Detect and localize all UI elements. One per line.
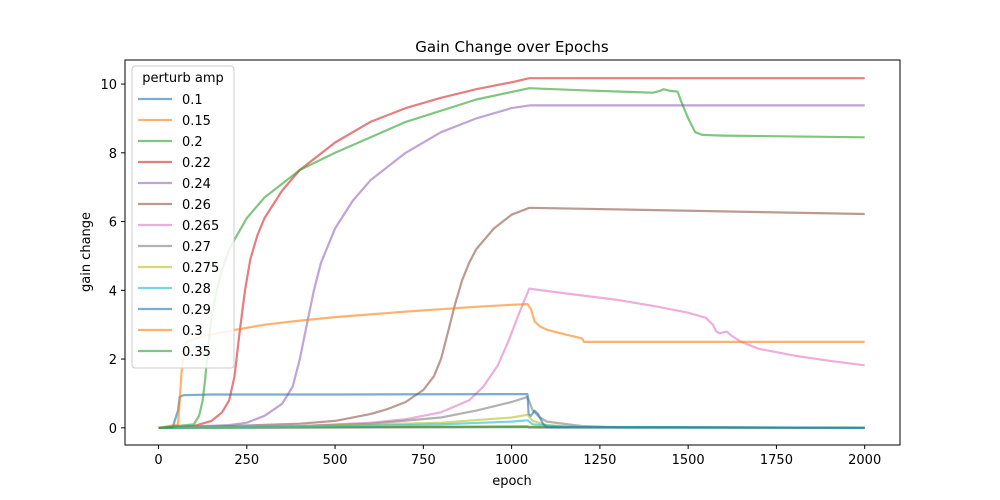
legend-label-11: 0.3 — [182, 324, 203, 339]
legend-title: perturb amp — [142, 71, 224, 86]
legend-label-8: 0.275 — [182, 261, 219, 276]
series-line-5 — [158, 206, 865, 429]
x-tick-label-0: 0 — [154, 453, 162, 468]
legend-label-1: 0.15 — [182, 114, 211, 129]
legend-label-12: 0.35 — [182, 345, 211, 360]
series-line-10 — [158, 393, 865, 429]
x-tick-label-2: 500 — [323, 453, 348, 468]
x-tick-label-4: 1000 — [495, 453, 528, 468]
legend-label-3: 0.22 — [182, 156, 211, 171]
series-line-3 — [158, 77, 865, 429]
y-tick-label-1: 2 — [109, 353, 117, 368]
legend: perturb amp 0.10.150.20.220.240.260.2650… — [131, 65, 235, 369]
legend-label-10: 0.29 — [182, 303, 211, 318]
legend-label-7: 0.27 — [182, 240, 211, 255]
legend-label-5: 0.26 — [182, 198, 211, 213]
x-axis: 0 250 500 750 1000 1250 1500 1750 2000 — [154, 445, 881, 468]
legend-items: 0.1 0.15 0.2 0.22 0.24 0.26 0.265 0.27 0.275 0.28… — [138, 93, 219, 360]
legend-label-6: 0.265 — [182, 219, 219, 234]
legend-label-0: 0.1 — [182, 93, 203, 108]
legend-label-9: 0.28 — [182, 282, 211, 297]
plot-frame — [124, 59, 901, 446]
legend-label-4: 0.24 — [182, 177, 211, 192]
series-line-7 — [158, 395, 865, 429]
y-tick-label-0: 0 — [109, 422, 117, 437]
y-axis: 0 2 4 6 8 10 — [100, 78, 125, 437]
y-tick-label-4: 8 — [109, 147, 117, 162]
y-tick-label-5: 10 — [100, 78, 117, 93]
x-tick-label-7: 1750 — [760, 453, 793, 468]
x-tick-label-1: 250 — [234, 453, 259, 468]
x-tick-label-6: 1500 — [672, 453, 705, 468]
x-tick-label-8: 2000 — [848, 453, 881, 468]
x-axis-label: epoch — [492, 474, 532, 489]
x-tick-label-3: 750 — [411, 453, 436, 468]
legend-label-2: 0.2 — [182, 135, 203, 150]
y-axis-label: gain change — [79, 212, 94, 292]
y-tick-label-3: 6 — [109, 216, 117, 231]
series-line-12 — [158, 87, 865, 429]
plot-lines — [158, 77, 865, 429]
series-line-4 — [158, 104, 865, 429]
x-tick-label-5: 1250 — [583, 453, 616, 468]
legend-box — [131, 65, 235, 369]
series-line-11 — [158, 303, 865, 429]
y-tick-label-2: 4 — [109, 284, 117, 299]
chart-title: Gain Change over Epochs — [415, 38, 609, 56]
series-line-6 — [158, 287, 865, 429]
